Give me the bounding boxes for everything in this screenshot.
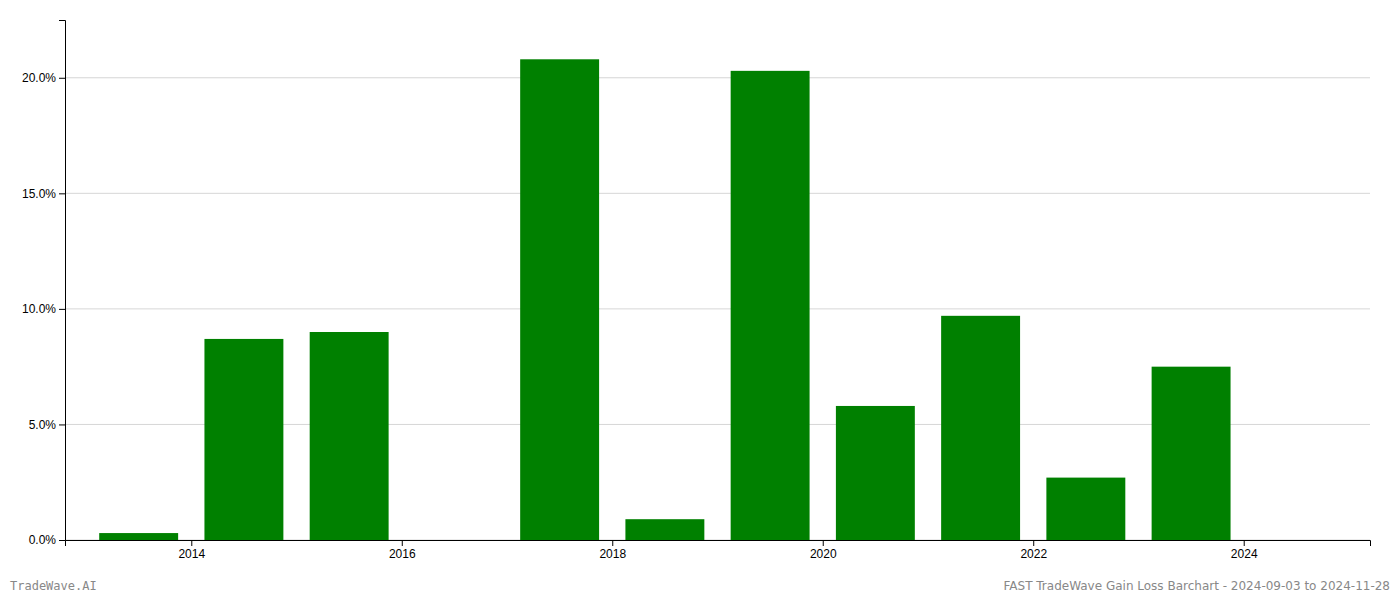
bar: [1152, 367, 1231, 540]
bar: [520, 59, 599, 540]
x-tick-mark: [1244, 540, 1245, 546]
y-tick-mark: [59, 540, 65, 541]
x-tick: 2024: [1231, 540, 1258, 561]
x-tick-label: 2014: [178, 547, 205, 561]
x-tick: 2022: [1020, 540, 1047, 561]
x-tick-label: 2020: [810, 547, 837, 561]
x-tick-mark: [191, 540, 192, 546]
footer: TradeWave.AI: [10, 579, 97, 593]
x-tick: 2020: [810, 540, 837, 561]
bar: [836, 406, 915, 540]
x-tick-label: 2016: [389, 547, 416, 561]
bar: [310, 332, 389, 540]
plot: 2014 2016 2018 2020 2022 2024 0.0% 5.0% 10.0% 15.…: [22, 21, 1371, 561]
y-tick: 20.0%: [22, 71, 65, 85]
bar: [204, 339, 283, 540]
bars: [99, 59, 1230, 540]
y-tick-mark: [59, 309, 65, 310]
x-tick-label: 2022: [1020, 547, 1047, 561]
y-tick-mark: [59, 193, 65, 194]
y-axis: 0.0% 5.0% 10.0% 15.0% 20.0%: [22, 21, 66, 548]
y-tick-label: 0.0%: [29, 533, 57, 547]
x-tick: 2016: [389, 540, 416, 561]
footer: FAST TradeWave Gain Loss Barchart - 2024…: [1004, 579, 1390, 593]
x-axis-line: [66, 541, 1371, 547]
x-tick-mark: [823, 540, 824, 546]
x-tick: 2014: [178, 540, 205, 561]
y-tick: 0.0%: [29, 533, 65, 547]
grid-line: [65, 193, 1370, 194]
y-tick-label: 5.0%: [29, 418, 57, 432]
y-tick: 15.0%: [22, 187, 65, 201]
x-axis: 2014 2016 2018 2020 2022 2024: [66, 540, 1371, 561]
bar: [625, 519, 704, 540]
y-tick: 5.0%: [29, 418, 65, 432]
chart: 2014 2016 2018 2020 2022 2024 0.0% 5.0% 10.0% 15.…: [0, 0, 1400, 600]
x-tick-label: 2024: [1231, 547, 1258, 561]
y-tick-label: 15.0%: [22, 187, 56, 201]
y-tick-label: 20.0%: [22, 71, 56, 85]
bar: [941, 316, 1020, 540]
bar: [1257, 540, 1336, 541]
bar: [731, 71, 810, 540]
x-tick-label: 2018: [599, 547, 626, 561]
grid-line: [65, 308, 1370, 309]
y-tick-mark: [59, 78, 65, 79]
y-tick-mark: [59, 424, 65, 425]
grid-line: [65, 77, 1370, 78]
grid: [65, 78, 1370, 540]
y-tick: 10.0%: [22, 302, 65, 316]
x-tick-mark: [1033, 540, 1034, 546]
bar: [99, 533, 178, 540]
bar: [415, 540, 494, 541]
y-axis-line: [59, 21, 66, 541]
x-tick-mark: [612, 540, 613, 546]
x-tick: 2018: [599, 540, 626, 561]
bar: [1046, 478, 1125, 540]
y-tick-label: 10.0%: [22, 302, 56, 316]
x-tick-mark: [402, 540, 403, 546]
